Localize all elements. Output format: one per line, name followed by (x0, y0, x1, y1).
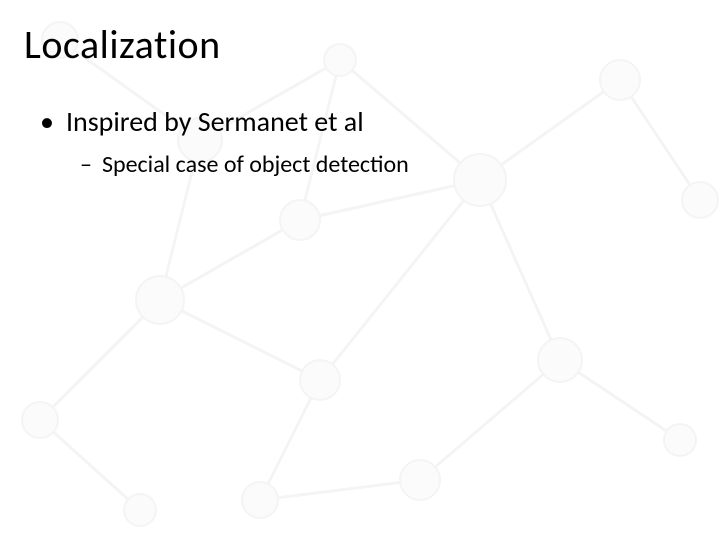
bullet-text: Inspired by Sermanet et al (66, 105, 364, 139)
bullet-level-2: – Special case of object detection (80, 149, 696, 180)
bullet-text: Special case of object detection (102, 149, 409, 180)
bullet-marker-dash: – (80, 149, 92, 180)
bullet-level-1: • Inspired by Sermanet et al (40, 105, 696, 139)
slide-title: Localization (24, 20, 696, 69)
bullet-marker-dot: • (40, 105, 54, 139)
slide-content: Localization • Inspired by Sermanet et a… (0, 0, 720, 200)
